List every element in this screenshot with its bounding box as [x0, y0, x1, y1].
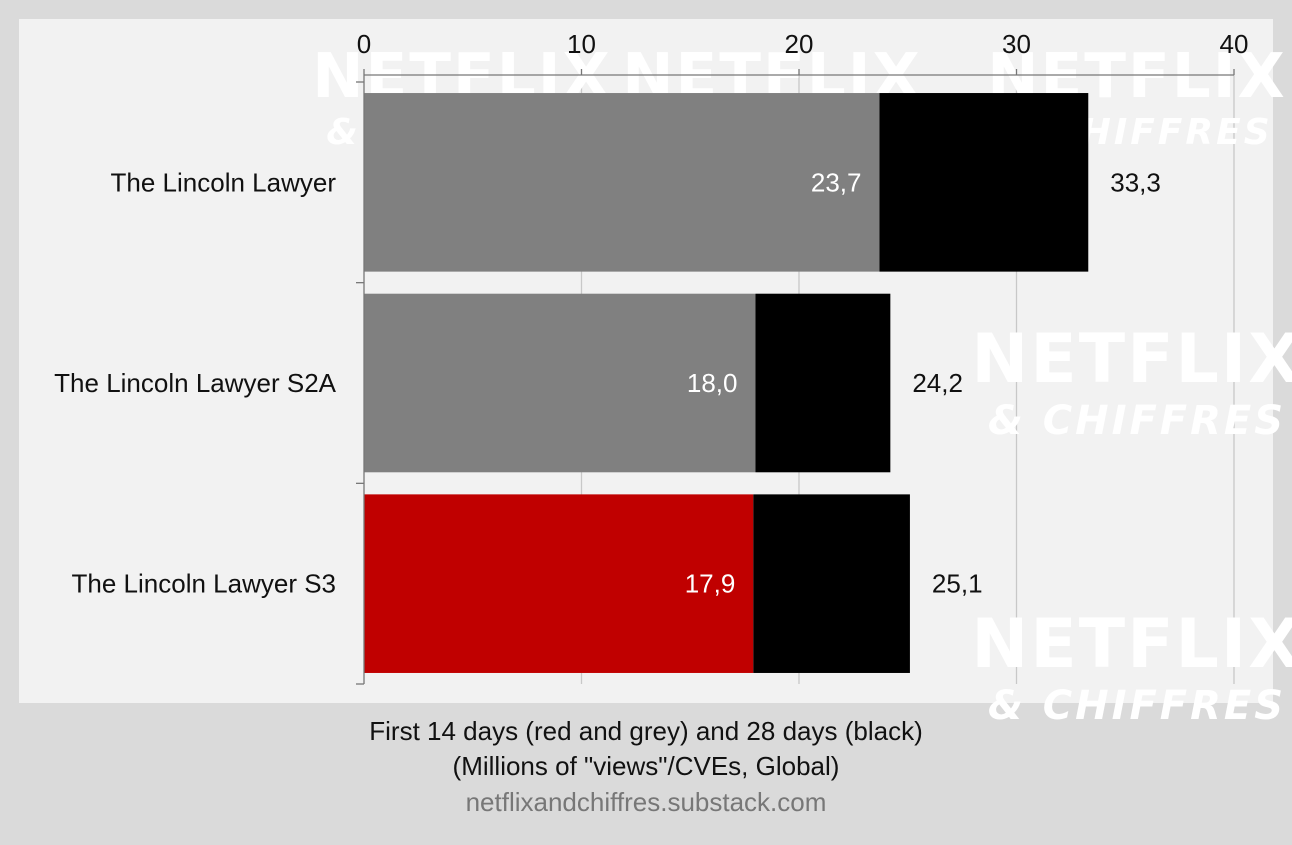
category-label: The Lincoln Lawyer S3: [72, 569, 336, 599]
bar-28-days: [755, 293, 891, 473]
category-label: The Lincoln Lawyer: [111, 167, 337, 197]
chart-units-caption: (Millions of "views"/CVEs, Global): [452, 751, 840, 781]
bar-28-days: [879, 93, 1089, 272]
value-label-14-days: 23,7: [811, 167, 862, 197]
x-tick-label: 10: [567, 29, 596, 59]
value-label-28-days: 33,3: [1110, 167, 1161, 197]
x-tick-label: 30: [1002, 29, 1031, 59]
watermark-text: NETFLIX: [971, 605, 1292, 684]
bar-first-14-days: [364, 93, 880, 272]
x-tick-label: 40: [1220, 29, 1249, 59]
watermark-text: NETFLIX: [971, 320, 1292, 399]
x-tick-label: 0: [357, 29, 371, 59]
value-label-28-days: 24,2: [912, 368, 963, 398]
value-label-14-days: 17,9: [685, 569, 736, 599]
value-label-28-days: 25,1: [932, 569, 983, 599]
x-tick-label: 20: [785, 29, 814, 59]
value-label-14-days: 18,0: [687, 368, 738, 398]
chart-caption: First 14 days (red and grey) and 28 days…: [369, 716, 923, 746]
category-label: The Lincoln Lawyer S2A: [54, 368, 336, 398]
bar-first-14-days: [364, 293, 756, 473]
watermark-text: & CHIFFRES: [988, 683, 1286, 729]
bar-first-14-days: [364, 494, 754, 673]
source-credit: netflixandchiffres.substack.com: [465, 787, 827, 817]
watermark-text: & CHIFFRES: [988, 398, 1286, 444]
bar-28-days: [753, 494, 910, 673]
